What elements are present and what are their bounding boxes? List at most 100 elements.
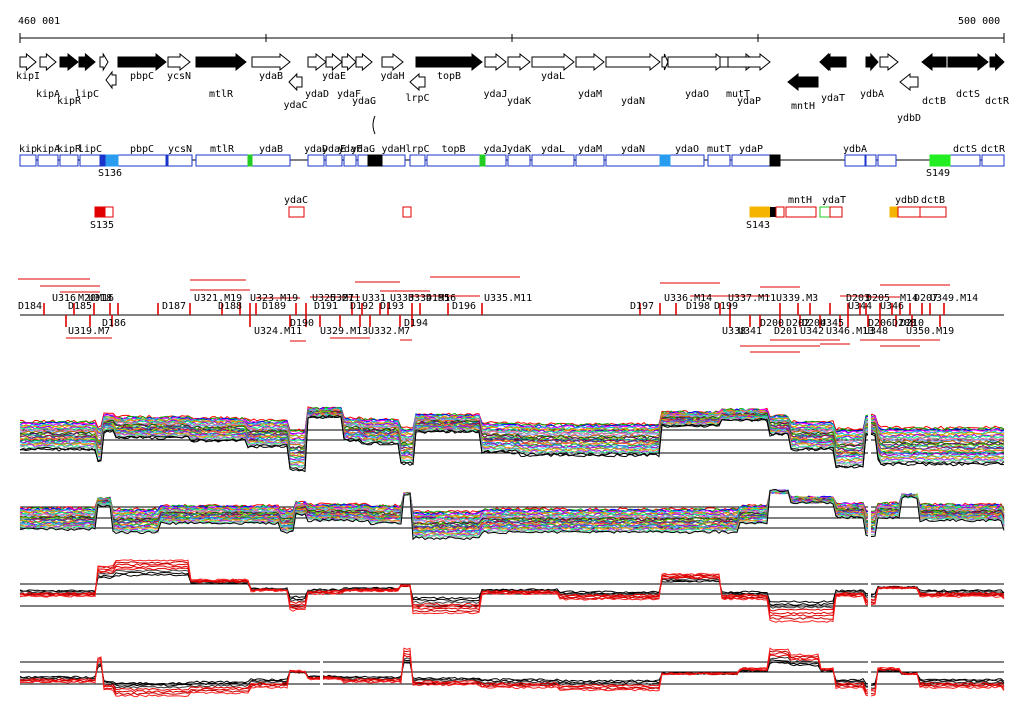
gene-box[interactable] (507, 154, 531, 167)
gene-box[interactable] (343, 154, 357, 167)
feature-box[interactable] (889, 206, 899, 218)
gene-arrow[interactable] (947, 52, 989, 72)
feature-box[interactable] (819, 206, 831, 218)
gene-box[interactable] (531, 154, 575, 167)
gene-arrow[interactable] (167, 52, 191, 72)
gene-box[interactable] (426, 154, 481, 167)
gene-arrow[interactable] (989, 52, 1005, 72)
gene-arrow[interactable] (661, 53, 669, 71)
gene-arrow[interactable] (78, 52, 96, 72)
gene-box[interactable] (605, 154, 661, 167)
gene-box-label: ydaE (322, 144, 346, 155)
feature-label: ydaC (284, 195, 308, 206)
segment-label: U350.M19 (906, 326, 954, 337)
feature-box[interactable] (775, 206, 785, 218)
gene-box[interactable] (484, 154, 507, 167)
gene-arrow[interactable] (39, 52, 57, 72)
gene-box-label: ydaL (541, 144, 565, 155)
gene-arrow[interactable] (605, 52, 661, 72)
gene-arrow[interactable] (341, 52, 357, 72)
ruler-end-label: 500 000 (958, 16, 1000, 27)
gene-arrow[interactable] (325, 52, 343, 72)
gene-box-label: topB (442, 144, 466, 155)
segment-label: U321.M19 (194, 293, 242, 304)
gene-arrow[interactable] (307, 52, 327, 72)
gene-box[interactable] (59, 154, 79, 167)
feature-box[interactable] (785, 206, 817, 218)
gene-box[interactable] (844, 154, 866, 167)
expression-trace (20, 560, 1005, 620)
segment-label: D199 (714, 301, 738, 312)
gene-arrow[interactable] (575, 52, 605, 72)
feature-box[interactable] (104, 206, 114, 218)
gene-box-label: ydbA (843, 144, 867, 155)
feature-box[interactable] (288, 206, 305, 218)
expression-trace (19, 414, 1005, 470)
gene-arrow[interactable] (415, 52, 483, 72)
gene-box-label: ydaK (507, 144, 531, 155)
gene-box[interactable] (949, 154, 981, 167)
gene-arrow[interactable] (105, 70, 117, 90)
gene-arrow[interactable] (251, 52, 291, 72)
gene-arrow[interactable] (507, 52, 531, 72)
gene-box[interactable] (37, 154, 59, 167)
gene-box[interactable] (167, 154, 193, 167)
gene-arrow[interactable] (727, 52, 771, 72)
gene-block (877, 154, 897, 167)
gene-arrow[interactable] (921, 52, 947, 72)
gene-arrow[interactable] (865, 52, 879, 72)
gene-arrow[interactable] (879, 52, 899, 72)
gene-arrow[interactable] (484, 52, 507, 72)
feature-box[interactable] (897, 206, 921, 218)
gene-box[interactable] (669, 154, 705, 167)
gene-arrow[interactable] (787, 72, 819, 92)
gene-arrow[interactable] (195, 52, 247, 72)
gene-box[interactable] (195, 154, 249, 167)
gene-box[interactable] (981, 154, 1005, 167)
feature-box[interactable] (749, 206, 771, 218)
gene-block (165, 154, 169, 167)
expression-trace (19, 567, 1005, 612)
segment-label: M14 (900, 293, 918, 304)
feature-box[interactable] (770, 207, 776, 217)
gene-box[interactable] (357, 154, 369, 167)
feature-box[interactable] (829, 206, 843, 218)
gene-box[interactable] (575, 154, 605, 167)
coordinate-ruler: 460 001 500 000 (18, 16, 1005, 43)
gene-box[interactable] (707, 154, 731, 167)
gene-box[interactable] (117, 154, 167, 167)
gene-arrow[interactable] (667, 52, 727, 72)
gene-arrow[interactable] (117, 52, 167, 72)
gene-arrow[interactable] (381, 52, 404, 72)
expression-trace (19, 488, 1005, 541)
segment-label: U325.M11 (312, 293, 360, 304)
expression-trace (19, 410, 1005, 449)
segment-label: D193 (380, 301, 404, 312)
gene-arrow[interactable] (899, 72, 919, 92)
gene-box[interactable] (381, 154, 406, 167)
gene-label: ydaK (507, 96, 531, 107)
gene-box[interactable] (251, 154, 291, 167)
gene-box[interactable] (79, 154, 101, 167)
gene-arrow[interactable] (19, 52, 37, 72)
gene-block (105, 154, 119, 167)
feature-box[interactable] (94, 206, 106, 218)
gene-box[interactable] (731, 154, 771, 167)
gene-arrow[interactable] (409, 72, 426, 92)
segment-label: U346.M13 (826, 326, 874, 337)
gene-box[interactable] (19, 154, 37, 167)
gene-arrow[interactable] (531, 52, 575, 72)
gene-arrow[interactable] (59, 52, 79, 72)
gene-arrow[interactable] (355, 52, 373, 72)
gene-box[interactable] (409, 154, 426, 167)
gene-box-label: mtlR (210, 144, 235, 155)
gene-box[interactable] (307, 154, 325, 167)
feature-box[interactable] (919, 206, 947, 218)
feature-box[interactable] (402, 206, 412, 218)
gene-arrow[interactable] (99, 52, 109, 72)
segment-label: U334.M16 (408, 293, 456, 304)
gene-arrow[interactable] (819, 52, 847, 72)
gene-box[interactable] (325, 154, 343, 167)
gene-arrow[interactable] (288, 72, 303, 92)
